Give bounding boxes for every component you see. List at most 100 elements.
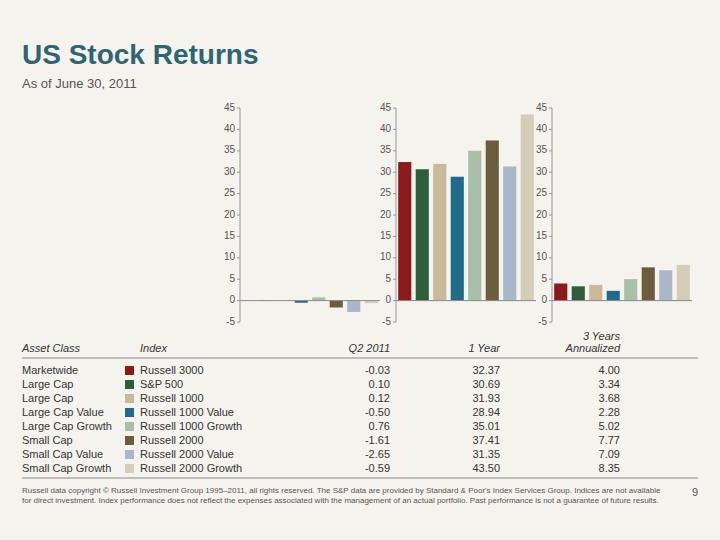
y-tick-label: 30 (380, 166, 392, 177)
table-asset: Large Cap (22, 378, 73, 390)
color-key (125, 422, 134, 431)
table-value: -2.65 (365, 448, 390, 460)
table-index: Russell 1000 Growth (140, 420, 242, 432)
table-header: Q2 2011 (349, 342, 390, 354)
table-asset: Marketwide (22, 364, 78, 376)
y-tick-label: 45 (224, 102, 236, 113)
y-tick-label: 10 (224, 251, 236, 262)
table-value: 30.69 (472, 378, 500, 390)
bar (503, 166, 516, 300)
table-value: 8.35 (599, 462, 620, 474)
table-value: 31.35 (472, 448, 500, 460)
bar (433, 164, 446, 301)
y-tick-label: 25 (536, 187, 548, 198)
table-header: Index (140, 342, 167, 354)
zero-line (552, 300, 692, 301)
table-value: -1.61 (365, 434, 390, 446)
y-axis (396, 108, 397, 322)
y-tick-label: 0 (541, 294, 547, 305)
y-tick-label: -5 (382, 316, 391, 327)
table-index: Russell 2000 (140, 434, 204, 446)
y-tick-label: 35 (536, 144, 548, 155)
bar (330, 301, 343, 308)
y-tick-label: 0 (229, 294, 235, 305)
zero-line (240, 300, 380, 301)
footer: Russell data copyright © Russell Investm… (22, 486, 662, 506)
bars (398, 114, 534, 300)
table-value: -0.50 (365, 406, 390, 418)
bar (572, 286, 585, 300)
bar (642, 267, 655, 300)
y-tick-label: 10 (380, 251, 392, 262)
table-value: 28.94 (472, 406, 500, 418)
bars (554, 265, 690, 301)
color-key (125, 408, 134, 417)
y-tick-label: 25 (224, 187, 236, 198)
table-value: 3.68 (599, 392, 620, 404)
table-value: 3.34 (599, 378, 620, 390)
bar (468, 151, 481, 301)
bar (554, 283, 567, 300)
table-index: S&P 500 (140, 378, 183, 390)
y-tick-label: 15 (224, 230, 236, 241)
table-index: Russell 2000 Growth (140, 462, 242, 474)
table-value: -0.59 (365, 462, 390, 474)
table-value: 2.28 (599, 406, 620, 418)
bar (486, 140, 499, 300)
bars (242, 297, 378, 312)
subtitle: As of June 30, 2011 (22, 76, 137, 91)
title: US Stock Returns (22, 39, 259, 70)
color-key (125, 464, 134, 473)
page: {"chart_data": { "type": "bar", "title":… (0, 0, 720, 540)
y-tick-label: 5 (385, 273, 391, 284)
table-header: Annualized (565, 342, 621, 354)
table-value: 0.10 (369, 378, 390, 390)
bar (398, 162, 411, 301)
table-index: Russell 1000 Value (140, 406, 234, 418)
y-tick-label: 30 (536, 166, 548, 177)
y-tick-label: 5 (229, 273, 235, 284)
table-value: 37.41 (472, 434, 500, 446)
table-value: 43.50 (472, 462, 500, 474)
table-value: 32.37 (472, 364, 500, 376)
table-index: Russell 3000 (140, 364, 204, 376)
y-tick-label: 20 (380, 209, 392, 220)
zero-line (396, 300, 536, 301)
y-axis (240, 108, 241, 322)
bar (451, 177, 464, 301)
table-value: 7.09 (599, 448, 620, 460)
bar (677, 265, 690, 301)
y-tick-label: 25 (380, 187, 392, 198)
table-value: 5.02 (599, 420, 620, 432)
bar (416, 169, 429, 300)
table-header: 1 Year (468, 342, 501, 354)
table-index: Russell 2000 Value (140, 448, 234, 460)
table-header: 3 Years (583, 330, 621, 342)
y-tick-label: 40 (380, 123, 392, 134)
color-key (125, 436, 134, 445)
table-value: -0.03 (365, 364, 390, 376)
table-value: 35.01 (472, 420, 500, 432)
bar (624, 279, 637, 300)
y-tick-label: -5 (226, 316, 235, 327)
page-number: 9 (692, 486, 698, 498)
panel: -5051015202530354045 (380, 102, 536, 327)
table-header: Asset Class (21, 342, 81, 354)
table-value: 4.00 (599, 364, 620, 376)
y-tick-label: 20 (224, 209, 236, 220)
table-rule (22, 358, 698, 359)
y-tick-label: 35 (224, 144, 236, 155)
panel: -5051015202530354045 (224, 102, 380, 327)
y-tick-label: 15 (380, 230, 392, 241)
y-tick-label: -5 (538, 316, 547, 327)
table-rule (22, 478, 698, 479)
y-tick-label: 5 (541, 273, 547, 284)
y-tick-label: 20 (536, 209, 548, 220)
table-asset: Large Cap (22, 392, 73, 404)
y-tick-label: 45 (536, 102, 548, 113)
table-asset: Large Cap Value (22, 406, 104, 418)
y-tick-label: 40 (224, 123, 236, 134)
table-value: 0.12 (369, 392, 390, 404)
color-key (125, 380, 134, 389)
table-asset: Small Cap Growth (22, 462, 111, 474)
